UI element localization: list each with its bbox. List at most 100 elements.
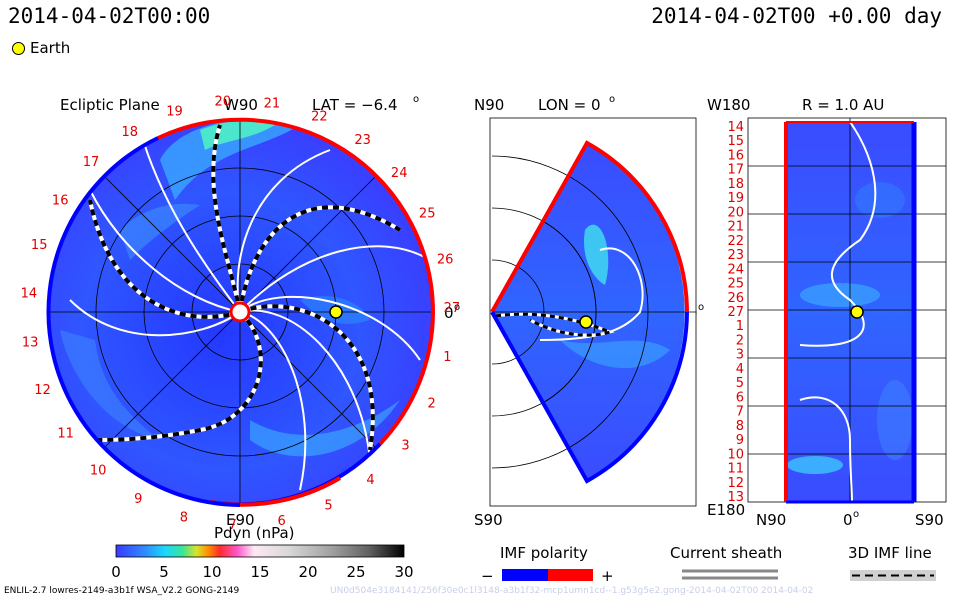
meridional-s90-label: S90 xyxy=(474,511,503,529)
ecliptic-positive-polarity-arc xyxy=(157,117,436,446)
colorbar-tick-label: 10 xyxy=(202,563,221,581)
ecliptic-e90-label: E90 xyxy=(226,511,255,529)
colorbar-tick-label: 20 xyxy=(298,563,317,581)
timestamp-left: 2014-04-02T00:00 xyxy=(8,4,211,28)
colorbar-tick-label: 15 xyxy=(250,563,269,581)
sphere-tick-label: 26 xyxy=(727,291,744,306)
sphere-tick-label: 23 xyxy=(727,248,744,263)
sphere-tick-label: 6 xyxy=(736,390,744,405)
carrington-tick-label: 4 xyxy=(366,473,374,488)
imf-polarity-label: IMF polarity xyxy=(500,544,588,562)
earth-legend-label: Earth xyxy=(30,39,71,57)
colorbar-label: Pdyn (nPa) xyxy=(214,524,295,542)
carrington-tick-label: 14 xyxy=(21,286,38,301)
carrington-tick-label: 20 xyxy=(215,95,232,110)
ecliptic-0-label: 0 xyxy=(444,304,454,322)
colorbar-tick-label: 30 xyxy=(394,563,413,581)
ecliptic-earth-marker xyxy=(329,305,343,319)
ecliptic-title: Ecliptic Plane xyxy=(60,96,160,114)
footer-run-info: ENLIL-2.7 lowres-2149-a3b1f WSA_V2.2 GON… xyxy=(4,586,240,596)
meridional-n90-label: N90 xyxy=(474,96,504,114)
carrington-tick-label: 10 xyxy=(90,464,107,479)
earth-legend: Earth xyxy=(12,39,70,57)
sphere-0-label: 0 xyxy=(843,511,853,529)
sphere-tick-label: 13 xyxy=(727,490,744,505)
colorbar-tick-label: 25 xyxy=(346,563,365,581)
sphere-tick-label: 17 xyxy=(727,163,744,178)
sphere-tick-label: 19 xyxy=(727,191,744,206)
carrington-tick-label: 25 xyxy=(419,207,436,222)
meridional-panel: N90 LON = 0 o S90 0 o xyxy=(474,94,704,529)
earth-marker-icon xyxy=(12,41,25,55)
sphere-tick-label: 5 xyxy=(736,376,744,391)
ecliptic-panel: Ecliptic Plane LAT = −6.4 o W90 E90 0 o xyxy=(46,94,460,529)
ecliptic-lat-degree: o xyxy=(413,94,419,105)
sphere-s90-label: S90 xyxy=(915,511,944,529)
carrington-tick-label: 23 xyxy=(354,133,371,148)
ecliptic-lat-label: LAT = −6.4 xyxy=(312,96,398,114)
sphere-tick-label: 1 xyxy=(736,319,744,334)
meridional-title: LON = 0 xyxy=(538,96,601,114)
carrington-tick-label: 22 xyxy=(311,109,328,124)
carrington-tick-label: 27 xyxy=(444,301,461,316)
carrington-tick-label: 3 xyxy=(401,439,409,454)
imf-positive-swatch xyxy=(548,569,593,581)
sphere-n90-label: N90 xyxy=(756,511,786,529)
carrington-tick-label: 15 xyxy=(31,238,48,253)
sphere-tick-label: 10 xyxy=(727,447,744,462)
carrington-tick-label: 13 xyxy=(22,336,39,351)
carrington-tick-label: 12 xyxy=(34,383,51,398)
timestamp-right: 2014-04-02T00 +0.00 day xyxy=(651,4,942,28)
carrington-tick-label: 16 xyxy=(52,194,69,209)
current-sheath-legend: Current sheath xyxy=(670,544,782,580)
sun-marker xyxy=(229,301,251,323)
sphere-title: R = 1.0 AU xyxy=(802,96,884,114)
carrington-tick-label: 21 xyxy=(264,96,281,111)
sphere-tick-label: 7 xyxy=(736,405,744,420)
colorbar-gradient xyxy=(115,544,405,558)
sphere-tick-label: 27 xyxy=(727,305,744,320)
carrington-tick-label: 7 xyxy=(228,518,236,533)
sphere-ticks: 1415161718192021222324252627123456789101… xyxy=(727,120,744,505)
sphere-panel: W180 R = 1.0 AU E180 N90 0 o S90 xyxy=(707,96,947,529)
imf-plus-label: + xyxy=(601,567,614,585)
footer-file-info: UN0d504e3184141/256f30e0c1l3148-a3b1f32-… xyxy=(330,586,814,596)
sphere-tick-label: 9 xyxy=(736,433,744,448)
sphere-tick-label: 15 xyxy=(727,134,744,149)
ecliptic-0-degree: o xyxy=(454,302,460,313)
colorbar-tick-label: 5 xyxy=(159,563,169,581)
sphere-tick-label: 24 xyxy=(727,262,744,277)
sphere-tick-label: 3 xyxy=(736,348,744,363)
carrington-tick-label: 18 xyxy=(122,125,139,140)
sphere-tick-label: 8 xyxy=(736,419,744,434)
carrington-tick-label: 8 xyxy=(180,511,188,526)
sphere-tick-label: 2 xyxy=(736,334,744,349)
sphere-tick-label: 25 xyxy=(727,277,744,292)
carrington-tick-label: 5 xyxy=(324,499,332,514)
imf-minus-label: − xyxy=(481,567,494,585)
sphere-w180-label: W180 xyxy=(707,96,750,114)
meridional-title-degree: o xyxy=(609,94,615,105)
sphere-tick-label: 22 xyxy=(727,234,744,249)
carrington-tick-label: 2 xyxy=(427,397,435,412)
carrington-tick-label: 17 xyxy=(83,155,100,170)
imf-negative-swatch xyxy=(502,569,548,581)
carrington-tick-label: 19 xyxy=(166,104,183,119)
carrington-tick-label: 11 xyxy=(57,427,74,442)
sphere-tick-label: 21 xyxy=(727,220,744,235)
imf-polarity-legend: IMF polarity − + xyxy=(481,544,614,585)
current-sheath-label: Current sheath xyxy=(670,544,782,562)
carrington-tick-label: 1 xyxy=(443,350,451,365)
carrington-tick-label: 26 xyxy=(437,252,454,267)
sphere-tick-label: 4 xyxy=(736,362,744,377)
meridional-0-degree: o xyxy=(698,302,704,313)
sphere-tick-label: 12 xyxy=(727,476,744,491)
sphere-earth-marker xyxy=(850,305,864,319)
colorbar: Pdyn (nPa) 0 5 10 15 20 25 30 xyxy=(111,524,413,581)
ecliptic-negative-polarity-arc xyxy=(46,136,241,507)
ecliptic-w90-label: W90 xyxy=(224,96,258,114)
carrington-tick-label: 24 xyxy=(391,166,408,181)
carrington-tick-label: 6 xyxy=(278,514,286,529)
carrington-tick-label: 9 xyxy=(134,492,142,507)
